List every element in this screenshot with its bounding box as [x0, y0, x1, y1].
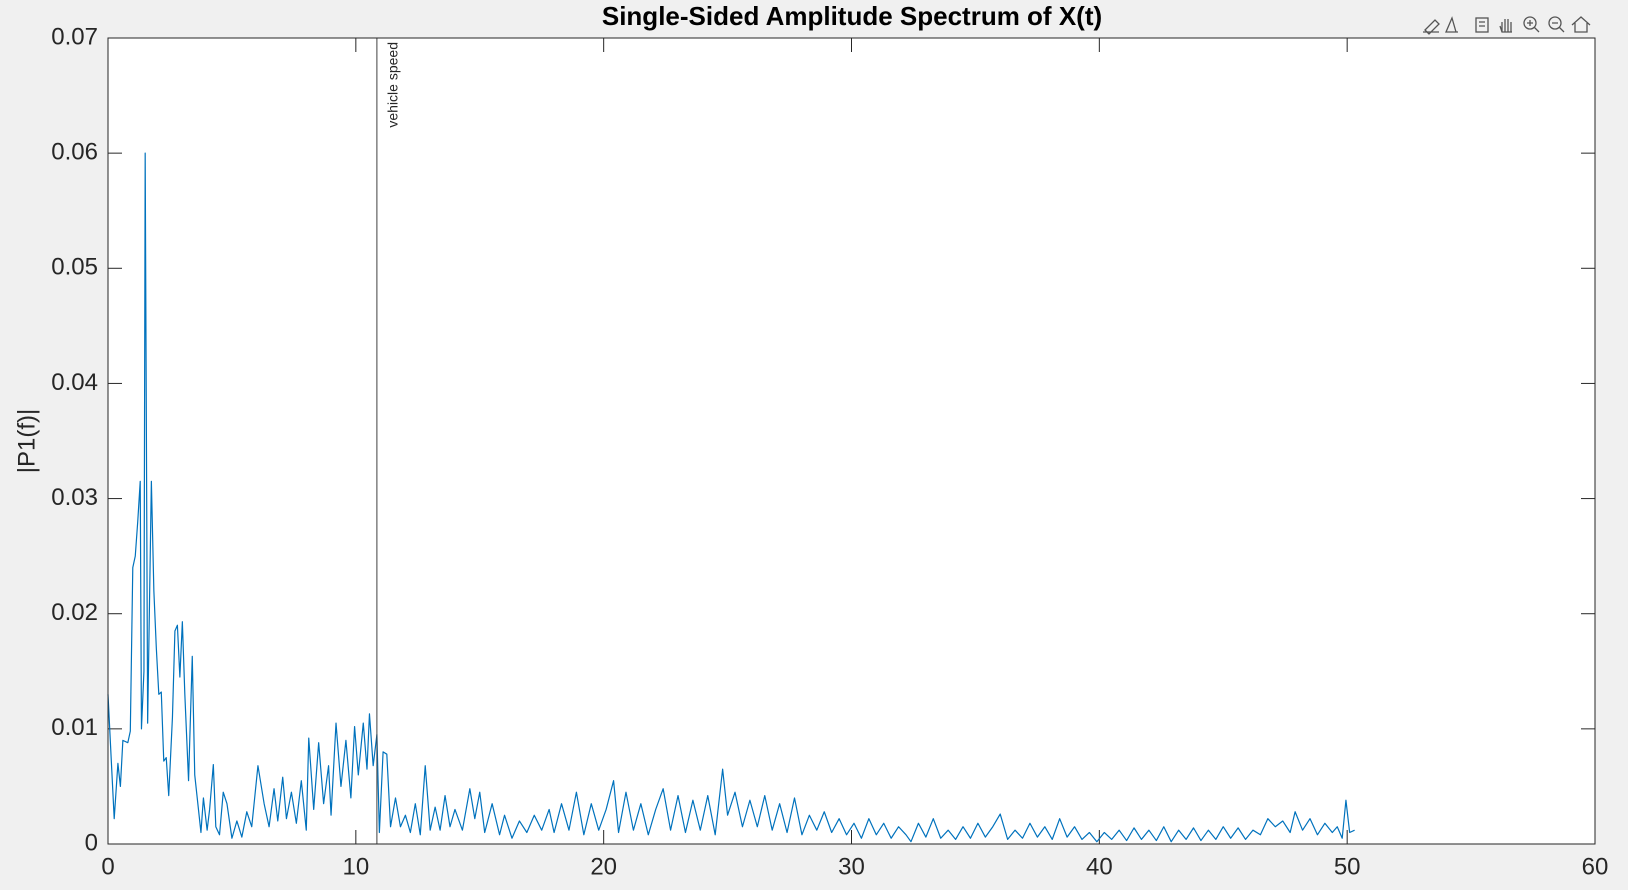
y-axis-label: |P1(f)|	[13, 409, 40, 473]
y-tick-label: 0.02	[51, 599, 98, 626]
y-tick-label: 0.07	[51, 23, 98, 50]
zoom-out-icon[interactable]	[1548, 16, 1565, 33]
spectrum-line	[107, 152, 1355, 843]
datatip-icon[interactable]	[1445, 16, 1458, 33]
pan-icon[interactable]	[1499, 19, 1512, 33]
toolbar	[1423, 16, 1591, 35]
x-tick-label: 20	[590, 853, 617, 880]
y-tick-label: 0.01	[51, 714, 98, 741]
y-tick-label: 0.04	[51, 369, 98, 396]
x-tick-label: 0	[101, 853, 114, 880]
brush-icon[interactable]	[1423, 19, 1440, 35]
zoom-in-icon[interactable]	[1523, 16, 1540, 33]
reference-line-label: vehicle speed	[385, 42, 401, 128]
home-icon[interactable]	[1571, 16, 1591, 33]
chart-title: Single-Sided Amplitude Spectrum of X(t)	[602, 1, 1102, 31]
y-tick-label: 0	[85, 829, 98, 856]
x-tick-label: 60	[1582, 853, 1609, 880]
rotate-icon[interactable]	[1475, 17, 1489, 33]
y-tick-label: 0.06	[51, 138, 98, 165]
x-tick-label: 30	[838, 853, 865, 880]
axes-box	[107, 37, 1596, 845]
x-tick-label: 50	[1334, 853, 1361, 880]
axes-background	[108, 38, 1595, 844]
y-tick-label: 0.03	[51, 484, 98, 511]
x-tick-label: 40	[1086, 853, 1113, 880]
x-tick-label: 10	[342, 853, 369, 880]
y-tick-label: 0.05	[51, 254, 98, 281]
